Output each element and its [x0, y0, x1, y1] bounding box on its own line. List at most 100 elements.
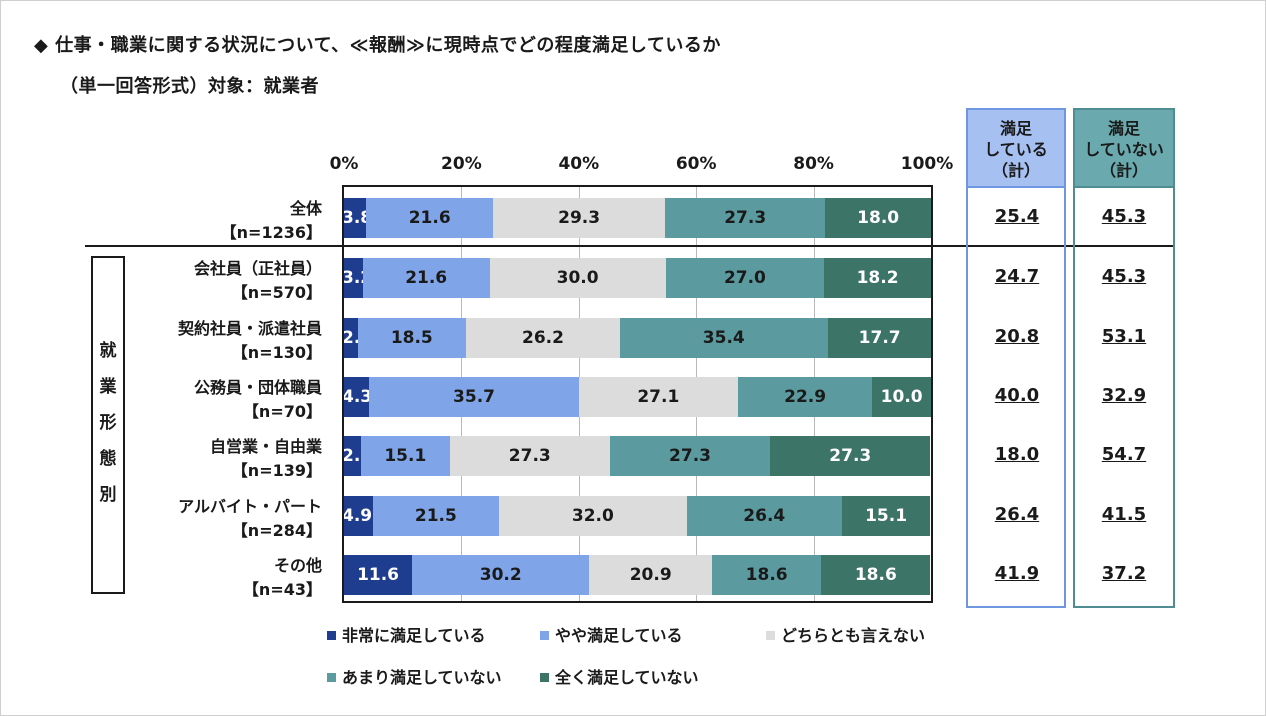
row-label-n: 【n=570】	[231, 283, 322, 303]
bar-segment	[821, 554, 931, 595]
data-label: 35.7	[453, 386, 495, 407]
bar-segment	[737, 376, 873, 417]
unsatisfied-total-value: 53.1	[1101, 325, 1147, 347]
x-tick-label: 80%	[793, 154, 834, 174]
unsatisfied-total-header: 満足 していない （計）	[1073, 108, 1175, 188]
legend-entry: やや満足している	[540, 622, 683, 646]
category-group-box: 就業形態別	[91, 256, 125, 594]
data-label: 27.1	[637, 386, 680, 407]
bar-segment	[344, 258, 363, 299]
unsatisfied-total-value: 37.2	[1101, 562, 1147, 584]
satisfied-total-value: 41.9	[994, 562, 1040, 584]
unsatisfied-header-line: （計）	[1099, 161, 1148, 180]
row-label-n: 【n=1236】	[220, 223, 322, 242]
data-label: 27.3	[724, 208, 767, 228]
data-label: 4.3	[342, 386, 373, 407]
unsatisfied-total-value: 45.3	[1101, 266, 1147, 288]
bar-segment	[578, 376, 738, 417]
satisfied-total-value: 25.4	[994, 206, 1040, 227]
category-label-char: 態	[99, 449, 117, 469]
bar-segment	[770, 436, 931, 477]
data-label: 35.4	[702, 327, 745, 348]
data-label: 20.9	[629, 564, 672, 585]
bar-segment	[827, 317, 932, 358]
row-label-name: 全体	[289, 199, 322, 218]
bar-segment	[489, 258, 666, 299]
bar-segment	[344, 436, 362, 477]
plot-area	[342, 185, 933, 603]
bar-segment	[665, 258, 825, 299]
category-label-char: 形	[99, 413, 117, 433]
data-label: 15.1	[384, 446, 427, 467]
x-tick-label: 100%	[900, 154, 954, 174]
data-label: 18.5	[390, 327, 433, 348]
bar-segment	[372, 495, 499, 536]
bar-segment	[361, 436, 450, 477]
bar-segment	[344, 198, 367, 238]
x-tick-label: 60%	[675, 154, 717, 174]
row-label-n: 【n=139】	[231, 461, 322, 481]
data-label: 27.0	[723, 268, 766, 289]
bar-segment	[344, 317, 358, 358]
legend-label: どちらとも言えない	[781, 626, 926, 645]
bar-segment	[872, 376, 931, 417]
bar-segment	[686, 495, 842, 536]
x-tick-label: 40%	[558, 154, 600, 174]
data-label: 15.1	[865, 505, 908, 526]
unsatisfied-total-value: 32.9	[1101, 384, 1147, 406]
satisfied-total-value: 24.7	[994, 266, 1040, 288]
row-label-name: その他	[273, 555, 322, 575]
satisfied-total-value: 40.0	[994, 384, 1040, 406]
bar-segment	[357, 317, 467, 358]
row-label-name: 会社員（正社員）	[193, 259, 322, 279]
data-label: 29.3	[558, 208, 601, 228]
row-label-name: 契約社員・派遣社員	[177, 318, 322, 338]
data-label: 21.6	[408, 208, 451, 228]
bar-segment	[412, 554, 590, 595]
row-label-n: 【n=284】	[231, 520, 322, 540]
legend-label: あまり満足していない	[342, 668, 502, 687]
satisfied-total-header: 満足 している （計）	[966, 108, 1066, 188]
bar-segment	[609, 436, 771, 477]
data-label: 27.3	[669, 446, 711, 467]
data-label: 18.0	[857, 208, 900, 228]
bar-segment	[619, 317, 828, 358]
bar-segment	[344, 495, 373, 536]
satisfied-total-value: 26.4	[994, 503, 1040, 525]
row-label-name: 自営業・自由業	[209, 437, 322, 457]
chart-subtitle: （単一回答形式）対象：就業者	[60, 76, 319, 97]
legend-label: やや満足している	[555, 626, 683, 645]
satisfied-header-line: 満足	[999, 119, 1032, 138]
data-label: 27.3	[508, 446, 551, 467]
satisfied-total-value: 20.8	[994, 325, 1040, 347]
data-label: 3.8	[342, 208, 373, 228]
data-label: 10.0	[880, 386, 923, 407]
data-label: 30.2	[479, 564, 522, 585]
bar-segment	[589, 554, 713, 595]
legend-swatch	[540, 631, 549, 640]
x-tick-label: 0%	[329, 154, 359, 174]
unsatisfied-total-value: 41.5	[1101, 503, 1147, 525]
data-label: 11.6	[357, 564, 400, 585]
bar-segment	[841, 495, 931, 536]
category-label-char: 就	[99, 341, 117, 361]
legend-swatch	[766, 631, 775, 640]
bar-segment	[824, 258, 931, 299]
chart-title: ◆ 仕事・職業に関する状況について、≪報酬≫に現時点でどの程度満足しているか	[34, 35, 721, 56]
total-separator-line	[85, 245, 1175, 247]
data-label: 18.6	[854, 564, 897, 585]
row-label-n: 【n=43】	[242, 579, 322, 599]
satisfied-header-line: （計）	[991, 161, 1040, 180]
satisfied-total-value: 18.0	[994, 444, 1040, 466]
row-label-n: 【n=70】	[242, 401, 322, 421]
bar-segment	[466, 317, 620, 358]
x-tick-label: 20%	[441, 154, 482, 174]
legend-entry: 非常に満足している	[327, 622, 486, 646]
data-label: 18.6	[745, 564, 788, 585]
bar-segment	[362, 258, 490, 299]
legend-label: 全く満足していない	[555, 668, 699, 687]
data-label: 4.9	[342, 505, 373, 526]
bar-segment	[344, 554, 413, 595]
data-label: 32.0	[571, 505, 614, 526]
data-label: 21.6	[405, 268, 448, 289]
